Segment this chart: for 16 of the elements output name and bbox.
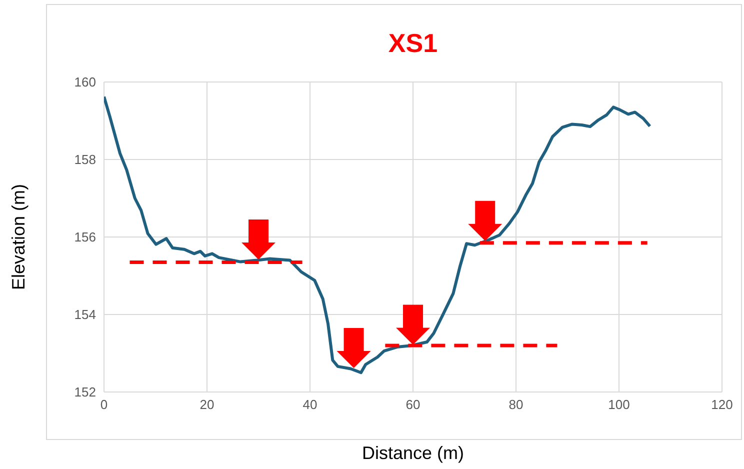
y-tick-label: 154 [74, 307, 96, 322]
line-series [104, 95, 652, 374]
x-tick-label: 0 [100, 397, 108, 412]
y-tick-label: 160 [74, 74, 96, 90]
y-tick-label: 158 [74, 152, 96, 168]
x-tick-label: 80 [508, 397, 524, 412]
chart-title: XS1 [387, 28, 439, 59]
y-tick-label: 152 [74, 384, 96, 400]
x-tick-label: 60 [406, 397, 420, 412]
y-axis-title: Elevation (m) [8, 184, 28, 290]
x-tick-label: 40 [302, 397, 318, 412]
x-tick-label: 20 [200, 397, 214, 412]
y-tick-label: 156 [74, 230, 96, 245]
x-axis-title: Distance (m) [362, 443, 464, 463]
x-tick-label: 100 [608, 397, 630, 412]
x-tick-label: 120 [711, 397, 733, 412]
